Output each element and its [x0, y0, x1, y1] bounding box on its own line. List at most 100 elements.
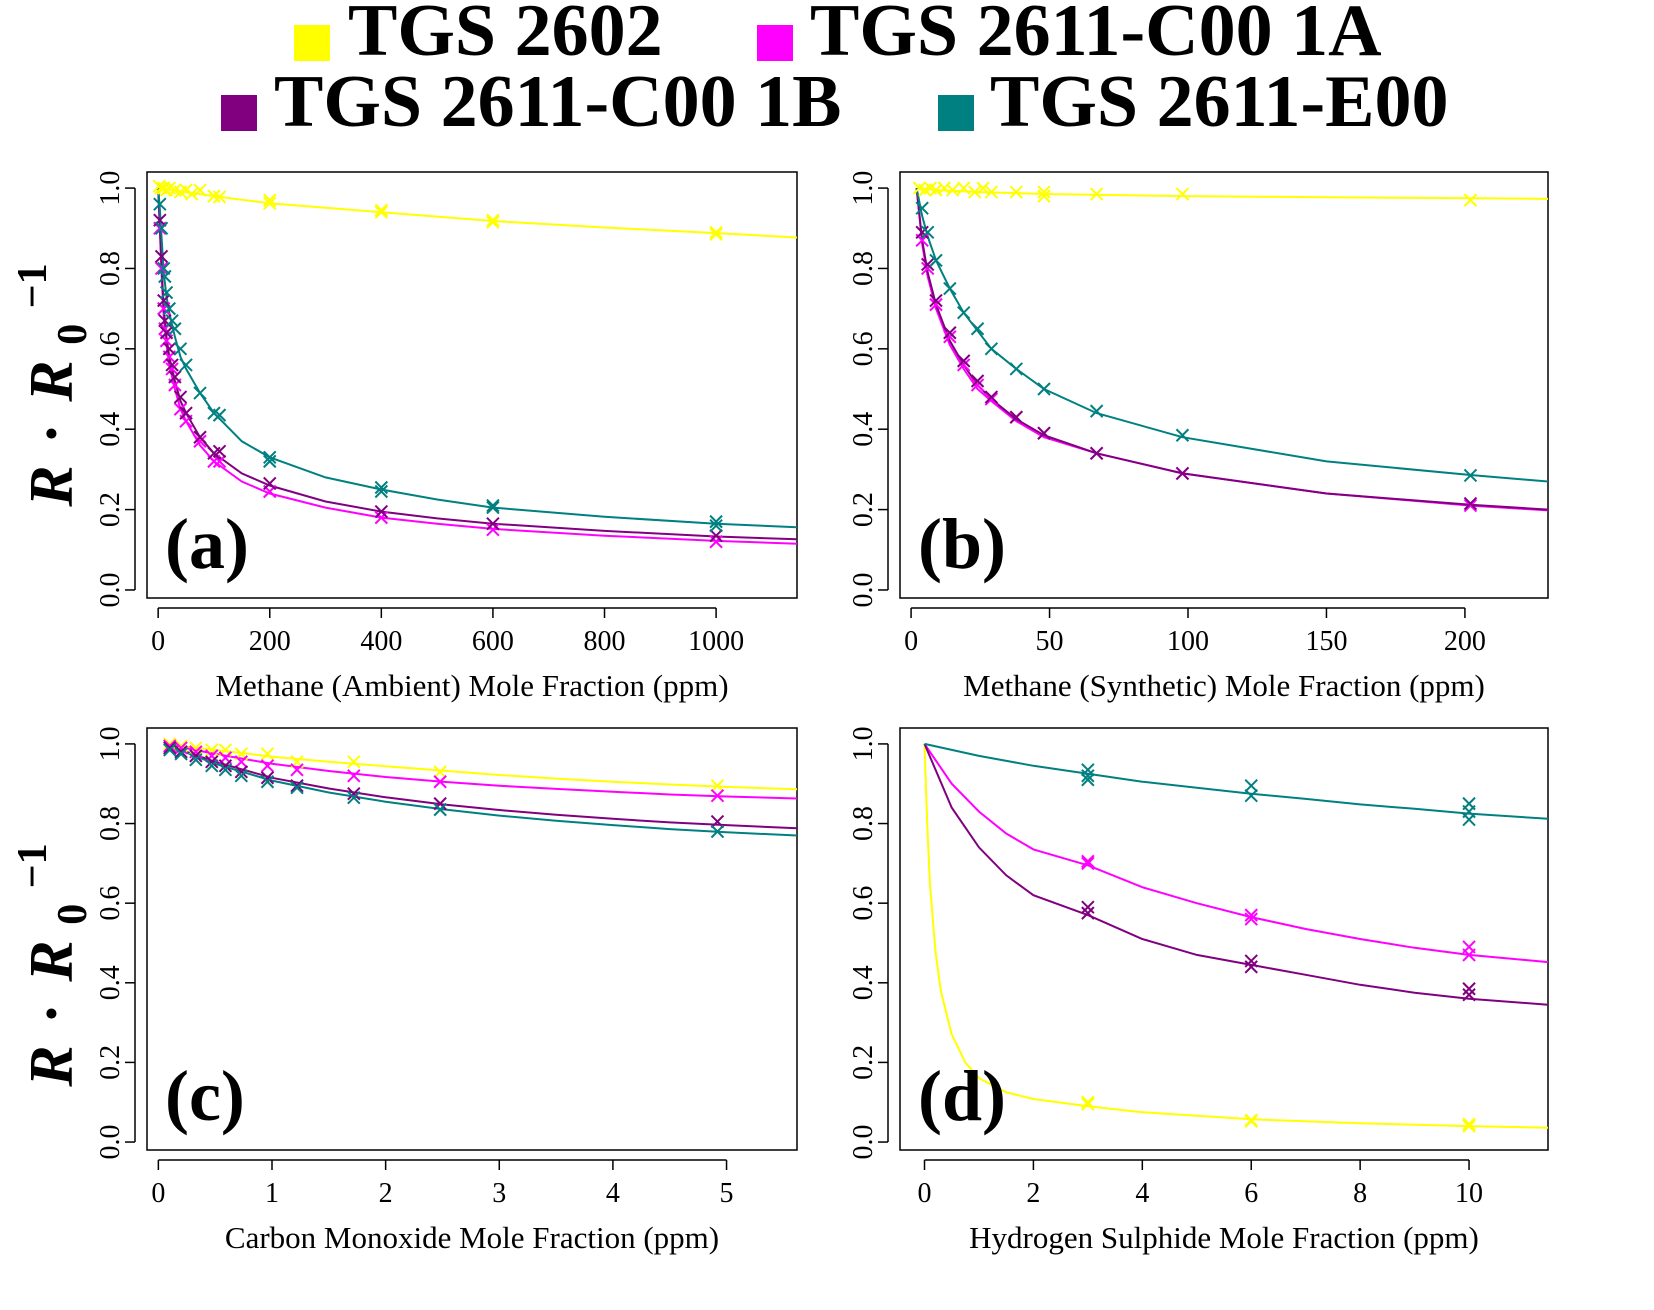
y-tick-label: 0.4 — [848, 965, 879, 1000]
data-point-tgs-2611-c00-1b — [486, 516, 500, 531]
y-tick-label: 1.0 — [95, 171, 126, 206]
data-point-tgs-2611-c00-1b — [956, 354, 971, 368]
x-tick-label: 4 — [1135, 1178, 1149, 1209]
fit-curve-tgs-2611-c00-1a — [157, 188, 797, 545]
data-point-tgs-2602 — [374, 203, 389, 217]
data-point-tgs-2611-e00 — [154, 221, 169, 235]
data-point-tgs-2611-c00-1a — [1244, 908, 1258, 922]
data-point-tgs-2611-c00-1b — [173, 390, 188, 404]
y-tick-label: 0.0 — [848, 572, 879, 607]
data-point-tgs-2611-e00 — [920, 225, 935, 239]
y-title-sub: 0 — [50, 324, 96, 345]
data-point-tgs-2602 — [1037, 185, 1051, 199]
data-point-tgs-2611-c00-1b — [1244, 960, 1258, 974]
plot-frame — [899, 171, 1549, 599]
data-point-tgs-2611-c00-1b — [159, 326, 174, 340]
panel-label: (b) — [918, 504, 1006, 584]
data-point-tgs-2611-e00 — [290, 781, 304, 795]
x-axis-title: Methane (Synthetic) Mole Fraction (ppm) — [963, 668, 1485, 703]
data-point-tgs-2611-c00-1a — [205, 749, 219, 763]
x-tick-label: 50 — [1036, 626, 1064, 657]
legend-label-tgs2611-c00-1a: TGS 2611-C00 1A — [810, 0, 1382, 72]
svg-text:R · R 0: R · R 0 −1 — [10, 843, 100, 1087]
plot-area — [163, 737, 797, 839]
data-point-tgs-2611-c00-1b — [915, 225, 929, 239]
plot-area — [912, 181, 1548, 513]
data-point-tgs-2602 — [263, 196, 277, 211]
data-point-tgs-2611-c00-1b — [1081, 906, 1095, 920]
data-point-tgs-2611-e00 — [163, 743, 177, 757]
legend-label-tgs2611-c00-1b: TGS 2611-C00 1B — [274, 61, 841, 143]
data-point-tgs-2611-c00-1b — [260, 771, 275, 785]
data-point-tgs-2611-e00 — [943, 281, 957, 296]
data-point-tgs-2611-e00 — [433, 802, 447, 817]
data-point-tgs-2602 — [710, 779, 725, 793]
y-tick-label: 1.0 — [95, 726, 126, 761]
x-tick-label: 0 — [151, 626, 165, 657]
data-point-tgs-2611-c00-1b — [205, 755, 219, 769]
x-tick-label: 3 — [492, 1178, 506, 1209]
data-point-tgs-2611-e00 — [165, 313, 179, 328]
data-point-tgs-2611-c00-1b — [290, 779, 304, 793]
data-point-tgs-2611-c00-1a — [1081, 854, 1095, 869]
data-point-tgs-2611-c00-1a — [956, 358, 971, 372]
x-tick-label: 200 — [1444, 626, 1486, 657]
y-tick-label: 0.0 — [95, 1125, 126, 1160]
data-point-tgs-2602 — [1175, 187, 1190, 201]
plot-area — [152, 179, 797, 549]
fit-curve-tgs-2611-c00-1b — [923, 743, 1548, 1006]
data-point-tgs-2611-c00-1a — [234, 755, 249, 769]
data-point-tgs-2611-c00-1b — [929, 293, 943, 308]
x-axis-title: Carbon Monoxide Mole Fraction (ppm) — [225, 1220, 719, 1255]
data-point-tgs-2611-e00 — [174, 747, 188, 761]
y-title-r: R — [18, 465, 86, 507]
data-point-tgs-2611-c00-1b — [710, 814, 725, 829]
fit-curve-tgs-2602 — [163, 742, 797, 791]
legend-swatch-tgs2611-e00 — [938, 95, 974, 131]
x-tick-label: 800 — [584, 626, 626, 657]
y-tick-label: 1.0 — [848, 726, 879, 761]
data-point-tgs-2611-c00-1b — [218, 759, 233, 773]
fit-curve-tgs-2611-c00-1b — [163, 742, 797, 830]
y-tick-label: 0.8 — [848, 251, 879, 286]
data-point-tgs-2611-c00-1a — [709, 535, 723, 549]
data-point-tgs-2611-e00 — [984, 342, 999, 356]
data-point-tgs-2602 — [1463, 193, 1478, 207]
data-point-tgs-2611-e00 — [374, 484, 389, 499]
x-tick-label: 1 — [265, 1178, 279, 1209]
data-point-tgs-2602 — [1244, 1114, 1258, 1129]
fit-curve-tgs-2611-e00 — [163, 742, 797, 837]
data-point-tgs-2611-c00-1b — [168, 370, 182, 384]
x-tick-label: 8 — [1353, 1178, 1367, 1209]
data-point-tgs-2602 — [1009, 185, 1024, 199]
data-point-tgs-2602 — [968, 185, 982, 199]
data-point-tgs-2602 — [433, 765, 447, 779]
legend-swatch-tgs2602 — [294, 25, 330, 61]
data-point-tgs-2611-e00 — [159, 285, 174, 300]
fit-curve-tgs-2602 — [158, 187, 797, 239]
x-tick-label: 200 — [249, 626, 291, 657]
data-point-tgs-2611-e00 — [486, 500, 500, 515]
panel-d: 0 2 4 6 8 10 0.0 0.2 0.4 0.6 0.8 1.0 Hydrogen Sulphi… — [848, 726, 1549, 1255]
plot-frame — [146, 727, 798, 1151]
panel-b: 0 50 100 150 200 0.0 0.2 0.4 0.6 0.8 1.0 Methane (S… — [848, 171, 1549, 703]
data-point-tgs-2611-c00-1b — [234, 765, 249, 779]
legend-label-tgs2611-e00: TGS 2611-E00 — [990, 61, 1449, 143]
data-point-tgs-2611-c00-1a — [154, 261, 169, 276]
data-point-tgs-2611-c00-1b — [189, 749, 203, 763]
y-title-sup: −1 — [10, 843, 56, 888]
y-tick-label: 0.4 — [95, 965, 126, 1000]
data-point-tgs-2611-c00-1a — [260, 759, 275, 773]
x-tick-label: 4 — [606, 1178, 620, 1209]
data-point-tgs-2611-c00-1a — [212, 454, 227, 469]
data-point-tgs-2602 — [956, 181, 971, 195]
x-tick-label: 2 — [1026, 1178, 1040, 1209]
data-point-tgs-2602 — [207, 189, 221, 203]
data-point-tgs-2611-c00-1a — [710, 788, 725, 803]
data-point-tgs-2611-e00 — [1175, 428, 1190, 442]
data-point-tgs-2611-e00 — [1009, 362, 1024, 376]
data-point-tgs-2611-e00 — [1081, 769, 1095, 783]
data-point-tgs-2611-c00-1b — [709, 529, 723, 543]
data-point-tgs-2602 — [374, 205, 389, 219]
